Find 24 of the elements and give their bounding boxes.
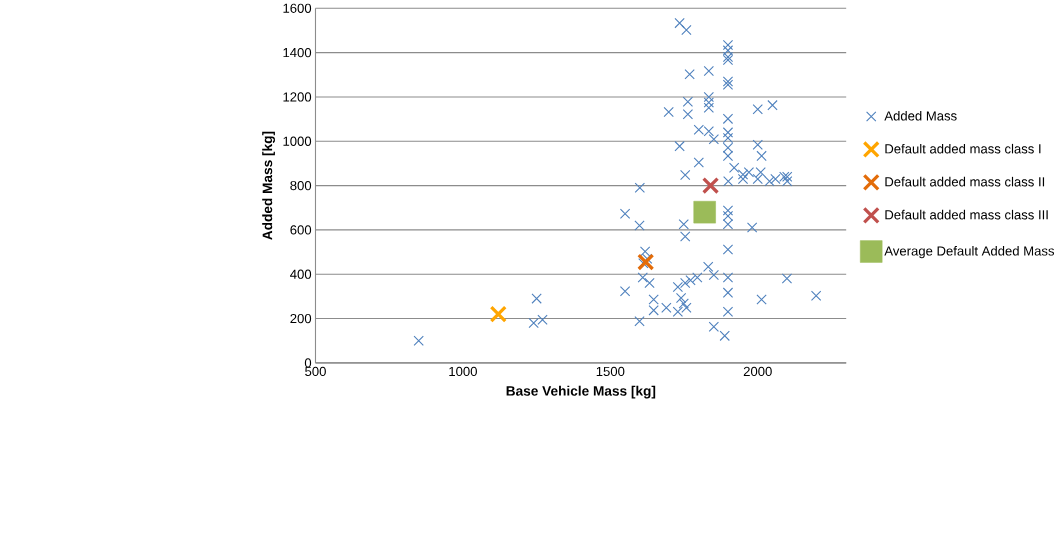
- legend-label: Default added mass class III: [885, 210, 1048, 220]
- legend-label: Default added mass class II: [885, 177, 1045, 187]
- y-tick-label: 600: [290, 225, 312, 235]
- x-tick-label: 500: [305, 366, 326, 377]
- legend-label: Default added mass class I: [885, 144, 1041, 154]
- y-tick-label: 0: [304, 358, 312, 368]
- y-tick-label: 1600: [283, 3, 312, 14]
- legend-label: Added Mass: [884, 111, 957, 121]
- x-axis-title: Base Vehicle Mass [kg]: [506, 385, 656, 399]
- point: [489, 305, 507, 323]
- y-tick-label: 1200: [283, 92, 312, 102]
- y-tick-label: 1000: [283, 136, 312, 147]
- y-tick-label: 1400: [283, 48, 312, 58]
- y-tick-label: 200: [290, 314, 312, 324]
- y-tick-label: 400: [290, 269, 312, 280]
- point: [701, 177, 720, 195]
- y-axis-title: Added Mass [kg]: [262, 131, 275, 241]
- point: [637, 253, 655, 271]
- x-tick-label: 1500: [596, 366, 625, 377]
- x-tick-label: 2000: [743, 366, 772, 377]
- y-tick-label: 800: [290, 181, 312, 191]
- legend-label: Average Default Added Mass: [884, 246, 1055, 259]
- x-tick-label: 1000: [449, 366, 477, 377]
- point: [693, 201, 716, 224]
